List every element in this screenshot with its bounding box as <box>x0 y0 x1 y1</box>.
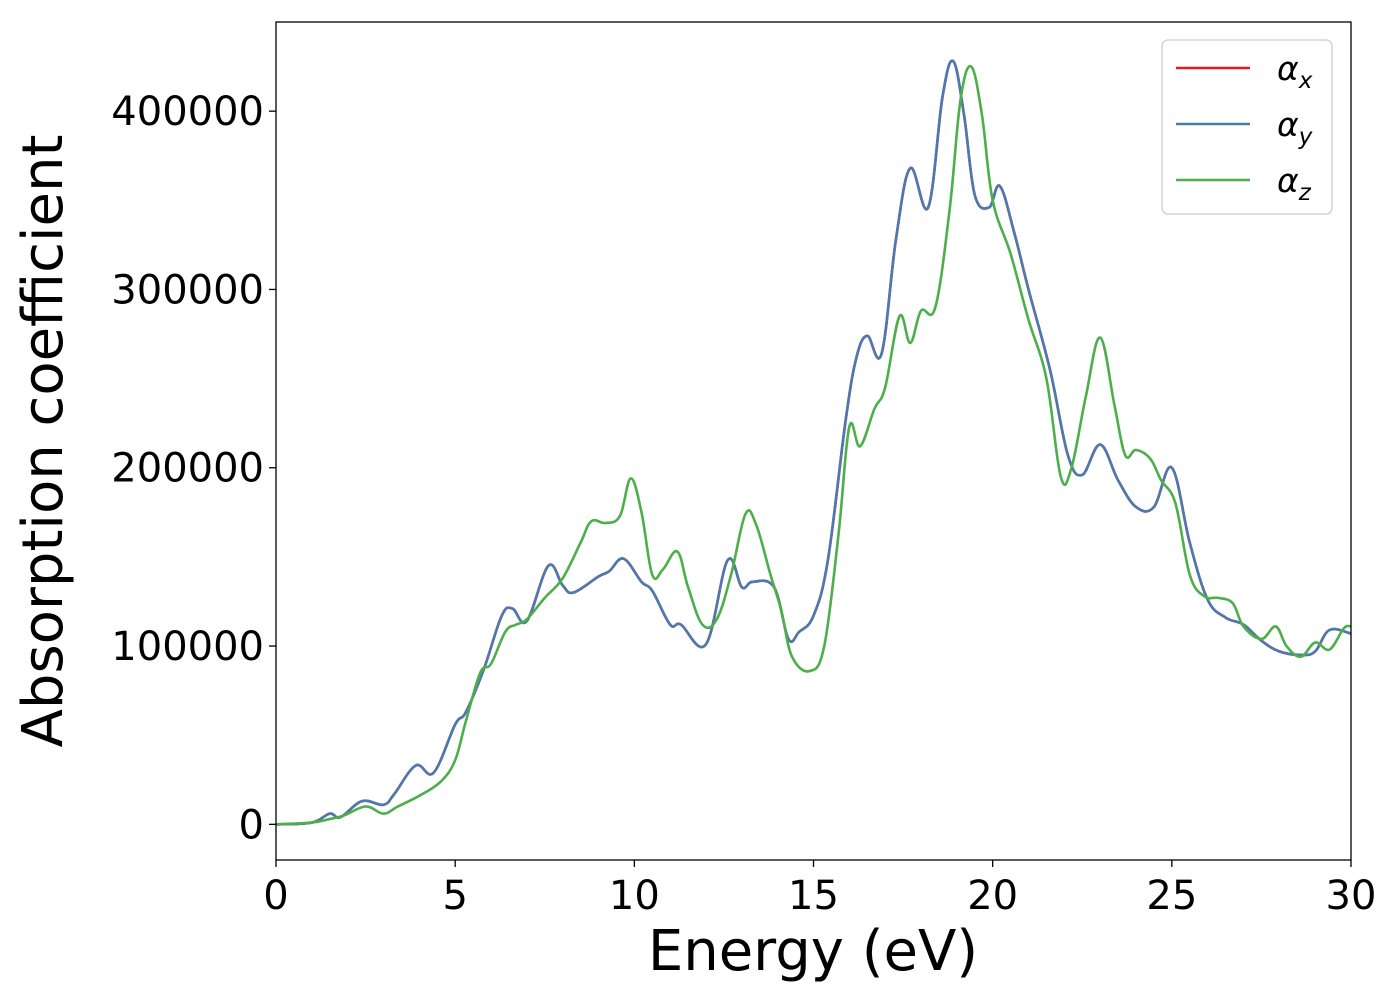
y-tick-label: 0 <box>239 802 264 848</box>
series-line-y <box>276 59 1351 826</box>
series-layer <box>276 59 1351 826</box>
series-line-z <box>276 64 1351 826</box>
y-axis-ticks: 0 100000 200000 300000 400000 <box>111 89 276 848</box>
x-axis-label: Energy (eV) <box>648 919 978 984</box>
x-tick-label: 15 <box>788 873 839 919</box>
x-tick-label: 0 <box>263 873 288 919</box>
x-axis-ticks: 0 5 10 15 20 25 30 <box>263 860 1376 919</box>
x-tick-label: 20 <box>967 873 1018 919</box>
x-tick-label: 30 <box>1326 873 1377 919</box>
x-tick-label: 25 <box>1146 873 1197 919</box>
y-axis-label: Absorption coefficient <box>11 135 76 748</box>
x-tick-label: 10 <box>609 873 660 919</box>
x-tick-label: 5 <box>442 873 467 919</box>
y-tick-label: 400000 <box>111 89 264 135</box>
y-tick-label: 300000 <box>111 267 264 313</box>
y-tick-label: 100000 <box>111 624 264 670</box>
legend-frame <box>1161 39 1333 215</box>
y-tick-label: 200000 <box>111 446 264 492</box>
